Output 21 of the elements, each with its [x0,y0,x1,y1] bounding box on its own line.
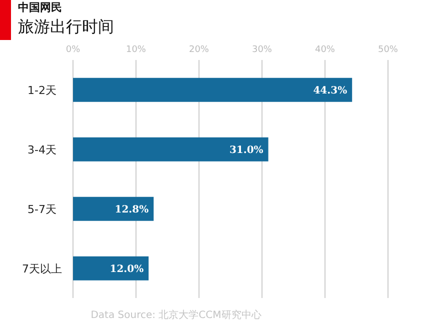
data-label: 31.0% [229,144,264,156]
y-tick-label: 3-4天 [28,143,56,156]
data-label: 12.0% [110,264,144,275]
x-tick-label: 20% [188,45,210,55]
bar [73,196,154,221]
data-label: 44.3% [313,85,348,96]
bar [73,256,149,280]
bar [73,78,352,102]
source-note: Data Source: 北京大学CCM研究中心 [90,308,262,322]
x-tick-label: 50% [378,45,398,55]
y-tick-label: 7天以上 [22,262,62,276]
bar [73,137,268,162]
data-label: 12.8% [114,204,150,216]
chart-title: 旅游出行时间 [18,17,114,38]
chart-subtitle: 中国网民 [18,0,62,15]
y-tick-label: 5-7天 [28,202,56,216]
y-tick-label: 1-2天 [28,84,56,97]
x-tick-label: 40% [314,45,336,55]
x-tick-label: 0% [66,45,81,55]
x-tick-label: 10% [126,45,146,55]
x-tick-label: 30% [252,45,272,55]
